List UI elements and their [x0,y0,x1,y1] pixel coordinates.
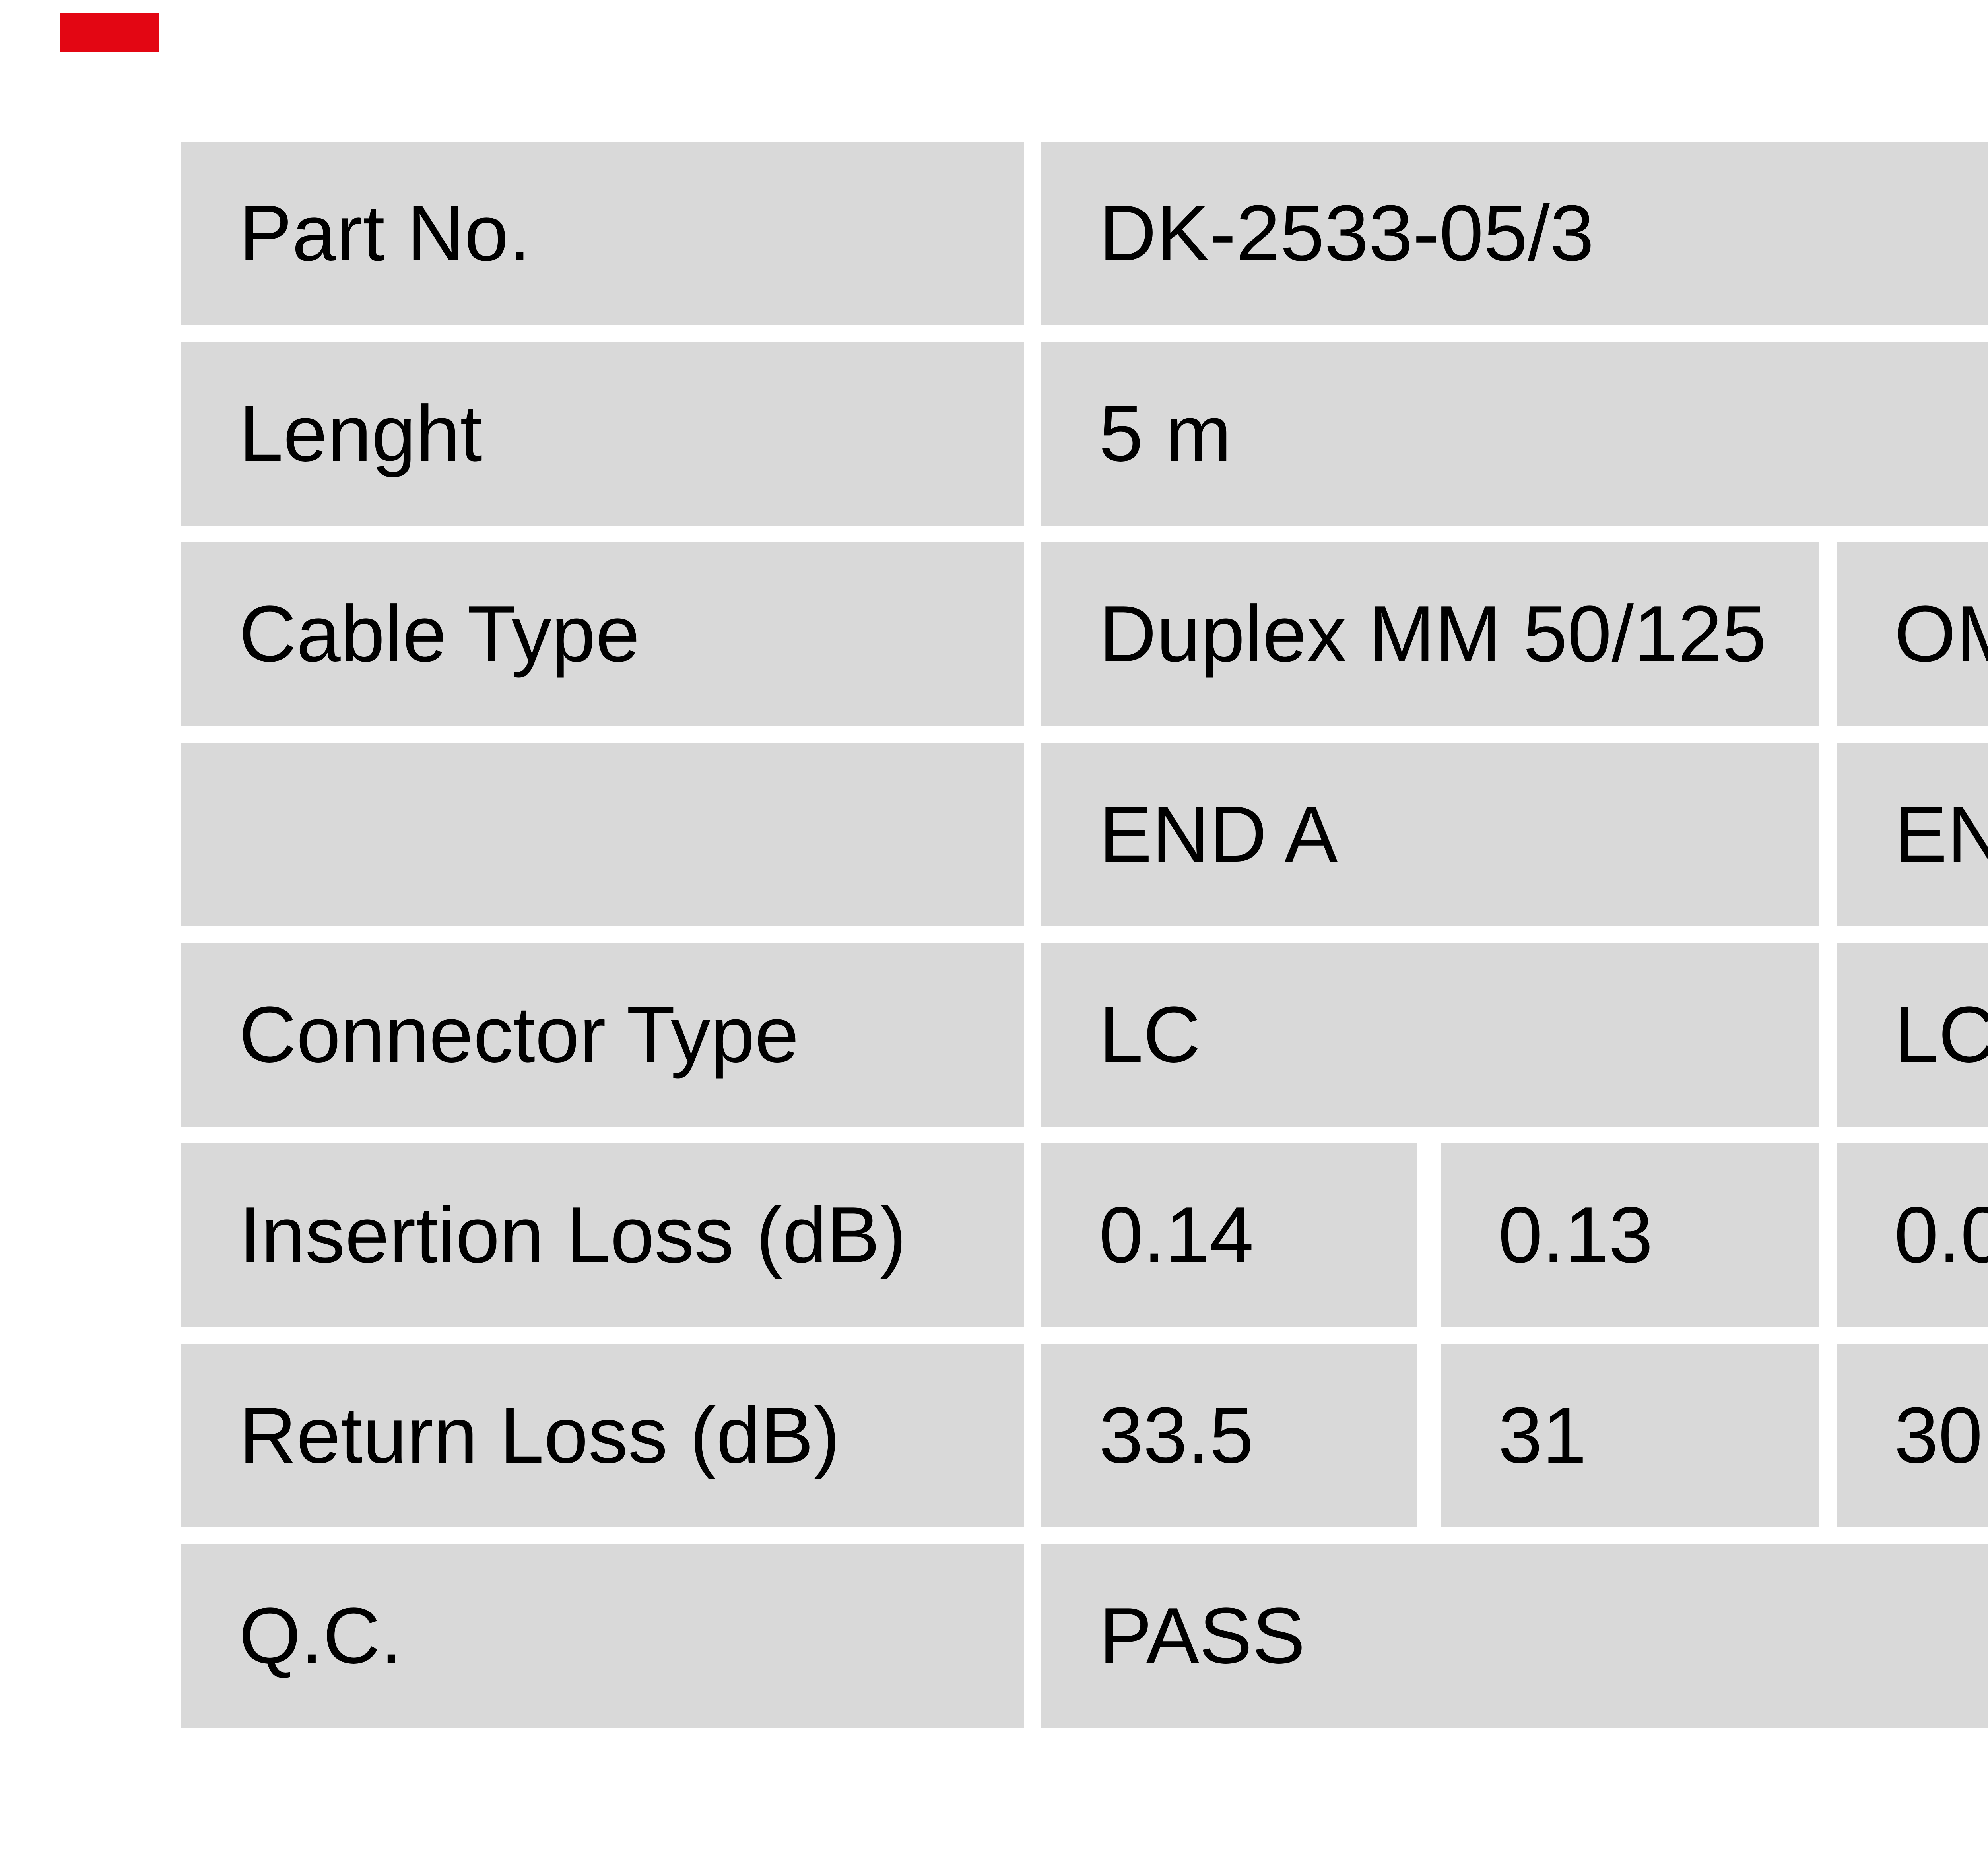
label-length: Lenght [181,342,1024,526]
header-end-a: END A [1041,743,1819,926]
value-insertion-loss-a2: 0.13 [1441,1143,1819,1327]
value-return-loss-b1: 30.6 [1837,1344,1988,1527]
value-length: 5 m [1041,342,1988,526]
value-cable-type-a: Duplex MM 50/125 [1041,542,1819,726]
value-return-loss-a2: 31 [1441,1344,1819,1527]
value-part-no: DK-2533-05/3 [1041,142,1988,325]
label-qc: Q.C. [181,1544,1024,1728]
header-end-b: END B [1837,743,1988,926]
spec-table: Part No. DK-2533-05/3 Lenght 5 m Cable T… [181,142,1988,1728]
value-qc-result: PASS [1041,1544,1988,1728]
value-connector-b: LC [1837,943,1988,1127]
label-return-loss: Return Loss (dB) [181,1344,1024,1527]
value-insertion-loss-a1: 0.14 [1041,1143,1417,1327]
value-return-loss-a1: 33.5 [1041,1344,1417,1527]
value-connector-a: LC [1041,943,1819,1127]
label-insertion-loss: Insertion Loss (dB) [181,1143,1024,1327]
label-cable-type: Cable Type [181,542,1024,726]
label-empty [181,743,1024,926]
label-connector-type: Connector Type [181,943,1024,1127]
value-cable-type-b: OM3 LSZH [1837,542,1988,726]
value-insertion-loss-b1: 0.05 [1837,1143,1988,1327]
label-part-no: Part No. [181,142,1024,325]
brand-logo-red-rectangle [60,13,159,52]
